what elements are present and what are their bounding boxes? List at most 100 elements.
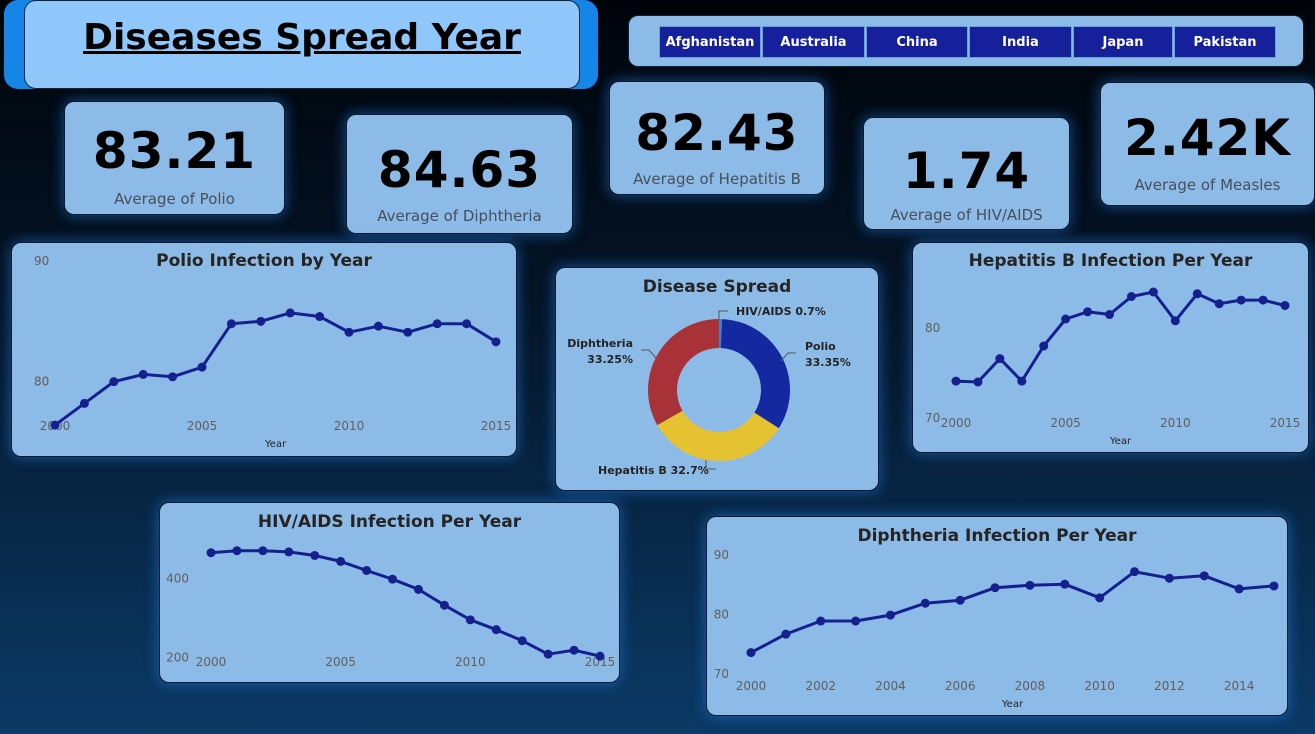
data-point xyxy=(885,610,895,620)
diph-line-chart: 70 80 90 2000 2002 2004 2006 2008 2010 2012 2014 Ye… xyxy=(714,548,1279,710)
data-point xyxy=(109,377,119,387)
donut-label-diphtheria: Diphtheria xyxy=(567,337,633,350)
data-point xyxy=(951,376,961,386)
data-point xyxy=(1199,571,1209,581)
data-point xyxy=(413,584,423,594)
data-point xyxy=(1214,299,1224,309)
data-point xyxy=(990,583,1000,593)
donut-slice-diphtheria xyxy=(648,319,719,426)
y-tick-label: 200 xyxy=(166,650,189,664)
x-tick-label: 2014 xyxy=(1224,679,1255,693)
data-point xyxy=(1164,573,1174,583)
x-axis-label: Year xyxy=(1001,699,1024,710)
dashboard-title-card: Diseases Spread Year xyxy=(24,0,580,89)
data-point xyxy=(232,546,242,556)
data-point xyxy=(543,649,553,659)
data-point xyxy=(138,369,148,379)
data-point xyxy=(1130,567,1140,577)
data-point xyxy=(50,420,60,430)
data-point xyxy=(1234,584,1244,594)
kpi-hiv-value: 1.74 xyxy=(902,142,1031,200)
diph-chart-title: Diphtheria Infection Per Year xyxy=(857,526,1137,546)
kpi-measles: 2.42K Average of Measles xyxy=(1100,82,1315,206)
y-tick-label: 80 xyxy=(925,321,940,335)
data-point xyxy=(388,574,398,584)
kpi-polio-label: Average of Polio xyxy=(114,190,235,208)
hepb-line-chart: 70 80 2000 2005 2010 2015 Year xyxy=(925,287,1301,447)
donut-label-diphtheria-pct: 33.25% xyxy=(587,353,633,366)
kpi-measles-label: Average of Measles xyxy=(1134,176,1281,194)
country-button-afghanistan[interactable]: Afghanistan xyxy=(659,26,761,58)
hiv-chart-card: HIV/AIDS Infection Per Year 200 400 2000 20… xyxy=(159,502,620,683)
data-point xyxy=(336,556,346,566)
data-point xyxy=(462,319,472,329)
donut-slice-hiv-aids xyxy=(719,319,723,349)
country-button-china[interactable]: China xyxy=(866,26,968,58)
data-point xyxy=(1280,301,1290,310)
leader-line xyxy=(705,460,716,470)
y-tick-label: 90 xyxy=(34,254,49,268)
kpi-diphtheria-label: Average of Diphtheria xyxy=(377,207,542,225)
data-point xyxy=(168,372,178,382)
data-point xyxy=(920,598,930,608)
x-tick-label: 2005 xyxy=(1050,416,1081,430)
data-point xyxy=(1148,287,1158,297)
data-point xyxy=(362,565,372,575)
data-point xyxy=(1269,581,1279,591)
polio-line-chart: 80902000200520102015Year xyxy=(34,254,512,450)
kpi-measles-value: 2.42K xyxy=(1123,109,1292,167)
country-button-japan[interactable]: Japan xyxy=(1073,26,1173,58)
data-point xyxy=(995,354,1005,364)
y-tick-label: 80 xyxy=(714,608,729,622)
data-point xyxy=(256,316,266,326)
leader-line xyxy=(718,310,728,319)
kpi-polio-value: 83.21 xyxy=(92,122,257,180)
kpi-hepatitis-b-value: 82.43 xyxy=(635,104,799,162)
data-point xyxy=(284,547,294,557)
x-tick-label: 2010 xyxy=(334,419,365,433)
country-button-india[interactable]: India xyxy=(969,26,1072,58)
x-tick-label: 2002 xyxy=(805,679,836,693)
kpi-diphtheria: 84.63 Average of Diphtheria xyxy=(346,114,573,234)
donut-label-hiv: HIV/AIDS 0.7% xyxy=(736,305,826,318)
x-tick-label: 2015 xyxy=(481,419,512,433)
leader-line xyxy=(780,352,796,362)
x-tick-label: 2012 xyxy=(1154,679,1185,693)
y-tick-label: 80 xyxy=(34,375,49,389)
y-tick-label: 70 xyxy=(714,667,729,681)
data-point xyxy=(206,548,216,558)
data-point xyxy=(285,308,295,318)
data-point xyxy=(1039,341,1049,351)
data-point xyxy=(595,651,605,661)
donut-label-hepb: Hepatitis B 32.7% xyxy=(598,464,709,477)
series-line xyxy=(750,570,1275,654)
country-button-pakistan[interactable]: Pakistan xyxy=(1174,26,1276,58)
data-point xyxy=(746,648,756,658)
disease-spread-title: Disease Spread xyxy=(642,277,792,297)
data-point xyxy=(465,615,475,625)
diph-chart-card: Diphtheria Infection Per Year 70 80 90 2000… xyxy=(706,516,1288,716)
country-button-australia[interactable]: Australia xyxy=(762,26,865,58)
data-point xyxy=(197,362,207,372)
x-tick-label: 2000 xyxy=(196,655,227,669)
x-tick-label: 2015 xyxy=(1270,416,1301,430)
data-point xyxy=(1025,580,1035,590)
x-tick-label: 2010 xyxy=(1084,679,1115,693)
kpi-hepatitis-b-label: Average of Hepatitis B xyxy=(633,170,801,188)
x-tick-label: 2010 xyxy=(455,655,486,669)
x-tick-label: 2000 xyxy=(736,679,767,693)
data-point xyxy=(432,319,442,329)
leader-line xyxy=(641,349,657,359)
x-axis-label: Year xyxy=(1109,436,1132,447)
data-point xyxy=(491,337,501,347)
disease-spread-card: Disease Spread HIV/AIDS 0.7% Polio 33.35% H… xyxy=(555,267,879,491)
data-point xyxy=(1192,289,1202,299)
donut-slice-polio xyxy=(720,319,790,429)
kpi-hiv-label: Average of HIV/AIDS xyxy=(890,206,1043,224)
data-point xyxy=(1083,307,1093,317)
donut-slice-hepatitis-b xyxy=(657,410,779,461)
page-title: Diseases Spread Year xyxy=(83,17,521,58)
series-line xyxy=(54,311,497,427)
kpi-hepatitis-b: 82.43 Average of Hepatitis B xyxy=(609,81,825,195)
data-point xyxy=(1170,316,1180,326)
